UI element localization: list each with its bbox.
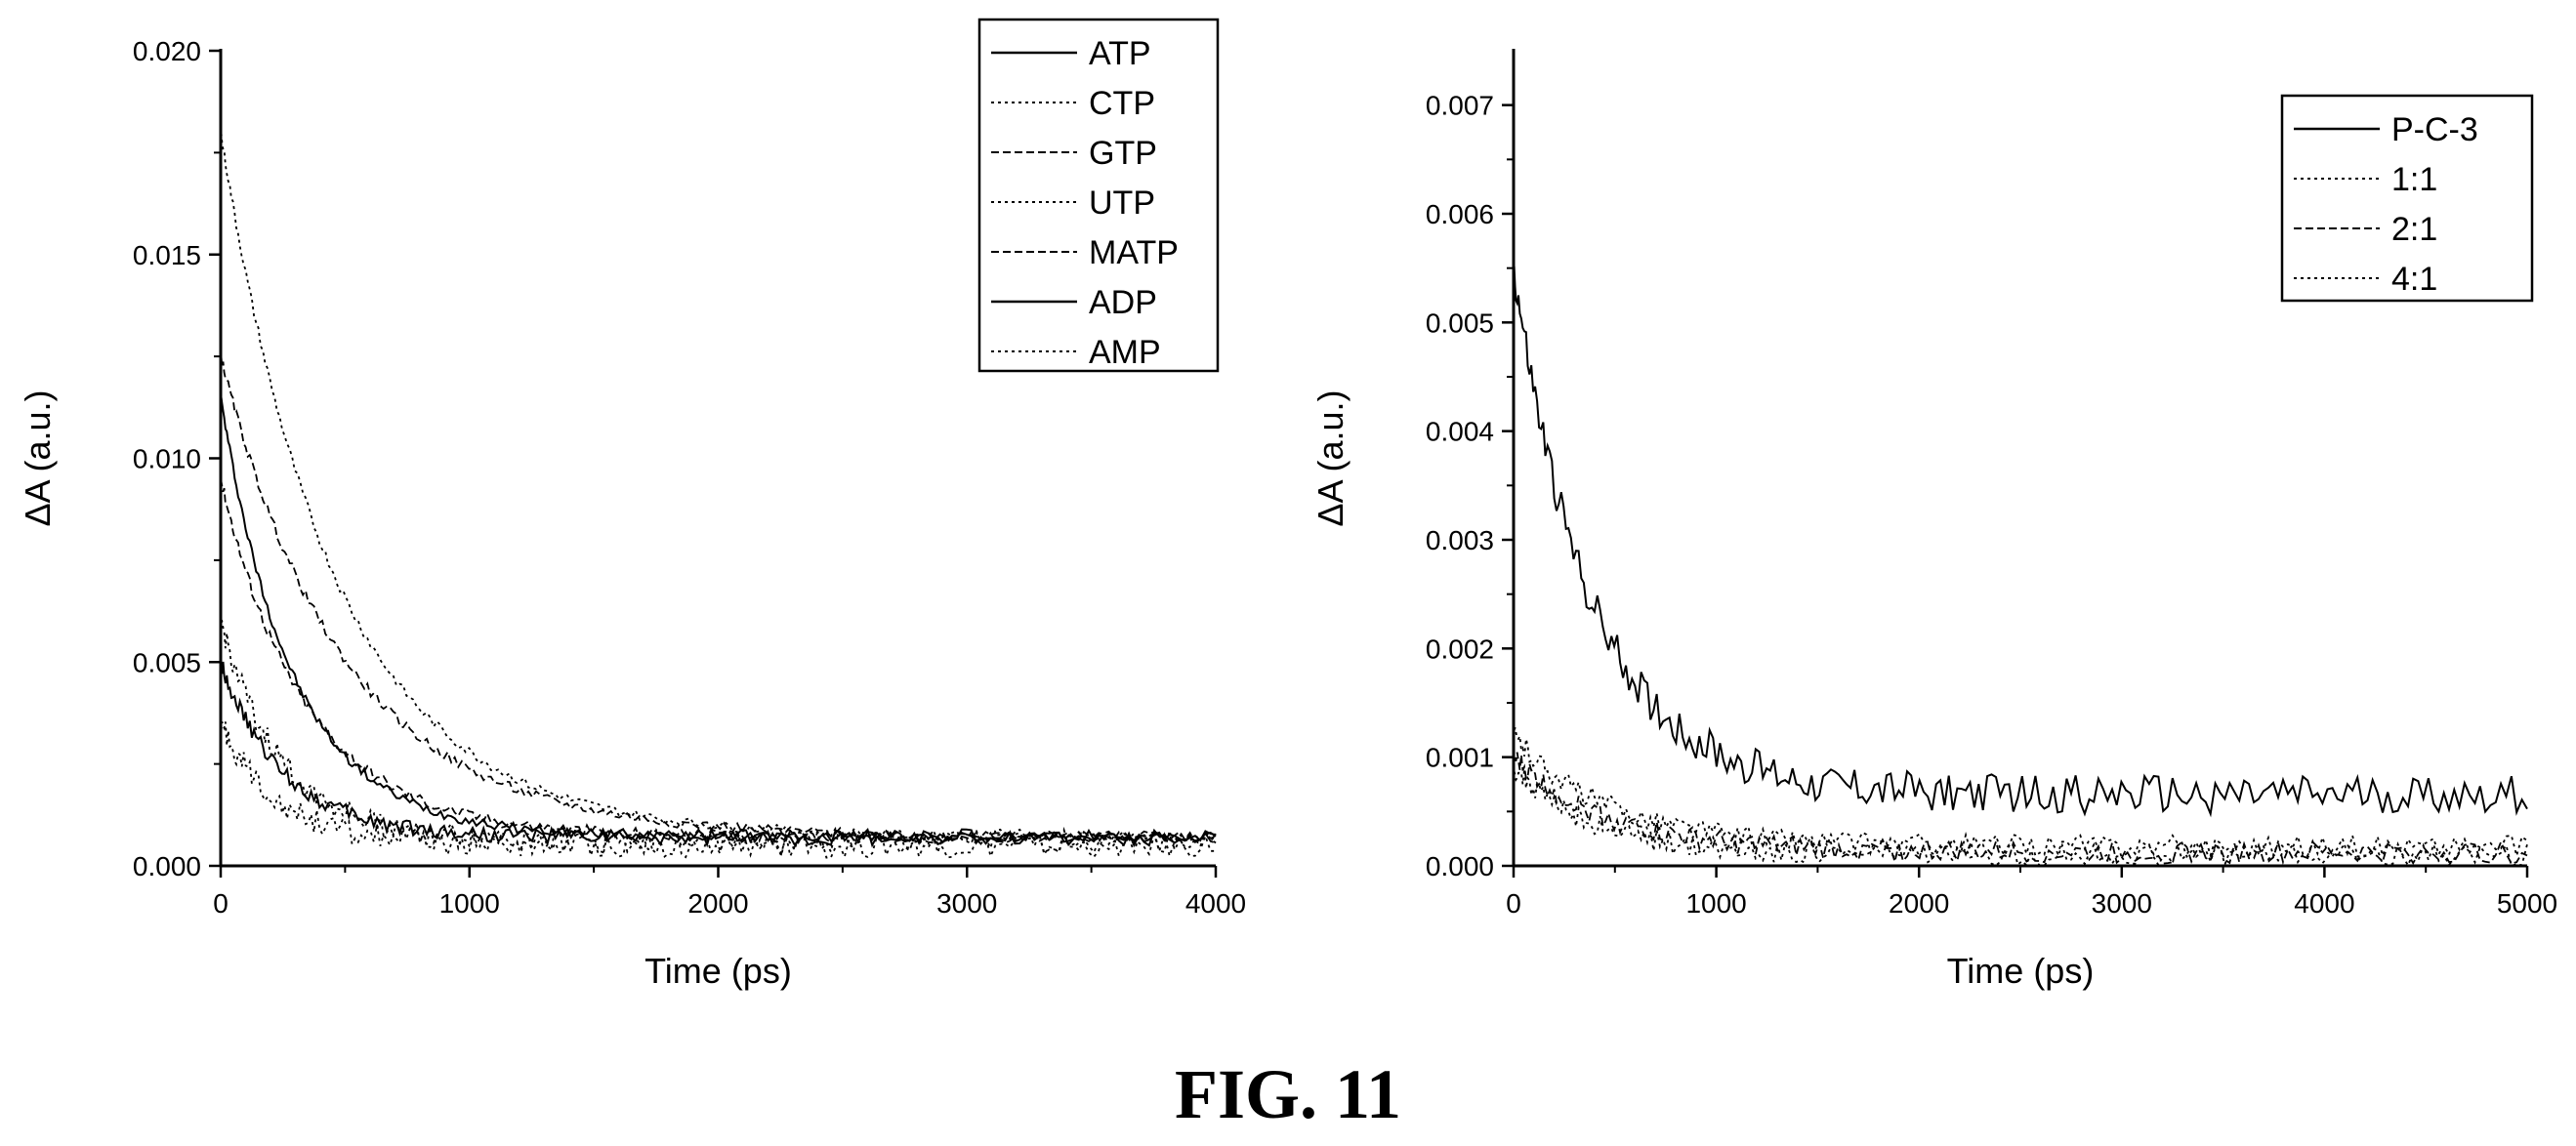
legend-label: ATP xyxy=(1089,35,1151,72)
x-tick-label: 1000 xyxy=(439,888,500,919)
x-tick-label: 2000 xyxy=(1889,888,1949,919)
x-axis-label: Time (ps) xyxy=(1947,951,2095,991)
x-tick-label: 0 xyxy=(1506,888,1521,919)
chart-right: 0.000 0.001 0.002 0.003 0.004 0.005 0.006 0.007… xyxy=(1310,49,2557,991)
x-tick-label: 4000 xyxy=(2294,888,2354,919)
series-line-p-c-3 xyxy=(1513,266,2528,818)
y-tick-label: 0.020 xyxy=(133,36,201,66)
series-line-amp xyxy=(220,721,1216,860)
y-tick-label: 0.015 xyxy=(133,240,201,270)
y-tick-label: 0.003 xyxy=(1426,525,1494,555)
legend-label: MATP xyxy=(1089,234,1179,271)
y-tick-label: 0.004 xyxy=(1426,417,1494,447)
series-line-adp xyxy=(220,661,1217,848)
series-line-ctp xyxy=(220,132,1217,843)
legend-label: GTP xyxy=(1089,135,1157,172)
y-tick-label: 0.006 xyxy=(1426,199,1494,229)
legend-label: 4:1 xyxy=(2391,261,2437,298)
y-tick-label: 0.007 xyxy=(1426,91,1494,121)
legend-label: CTP xyxy=(1089,85,1155,122)
y-axis-label: ΔA (a.u.) xyxy=(18,389,58,526)
y-tick-label: 0.010 xyxy=(133,444,201,474)
figure-caption: FIG. 11 xyxy=(1174,1055,1402,1133)
series-line-atp xyxy=(220,397,1217,843)
series-line-matp xyxy=(220,481,1217,845)
y-tick-label: 0.000 xyxy=(133,851,201,881)
x-tick-label: 3000 xyxy=(2092,888,2152,919)
x-tick-label: 5000 xyxy=(2497,888,2557,919)
chart-left: 0.000 0.005 0.010 0.015 0.020 0 1000 2000 3000 40… xyxy=(18,18,1246,991)
y-tick-label: 0.002 xyxy=(1426,634,1494,664)
y-tick-label: 0.005 xyxy=(133,647,201,677)
series-line-gtp xyxy=(220,355,1217,843)
legend-label: UTP xyxy=(1089,184,1155,222)
x-tick-label: 4000 xyxy=(1185,888,1246,919)
series-line-2-1 xyxy=(1513,750,2528,866)
y-axis-label: ΔA (a.u.) xyxy=(1310,389,1350,526)
legend-label: 1:1 xyxy=(2391,161,2437,198)
x-axis-label: Time (ps) xyxy=(644,951,792,991)
series-line-1-1 xyxy=(1513,727,2528,860)
y-tick-label: 0.001 xyxy=(1426,743,1494,773)
x-tick-label: 0 xyxy=(213,888,229,919)
legend-label: 2:1 xyxy=(2391,211,2437,248)
x-tick-label: 1000 xyxy=(1685,888,1746,919)
legend-label: AMP xyxy=(1089,334,1161,371)
legend-box xyxy=(977,18,1220,373)
legend-label: P-C-3 xyxy=(2391,111,2478,148)
legend-label: ADP xyxy=(1089,284,1157,321)
x-tick-label: 3000 xyxy=(936,888,997,919)
y-tick-label: 0.000 xyxy=(1426,851,1494,881)
x-tick-label: 2000 xyxy=(687,888,748,919)
y-tick-label: 0.005 xyxy=(1426,307,1494,338)
